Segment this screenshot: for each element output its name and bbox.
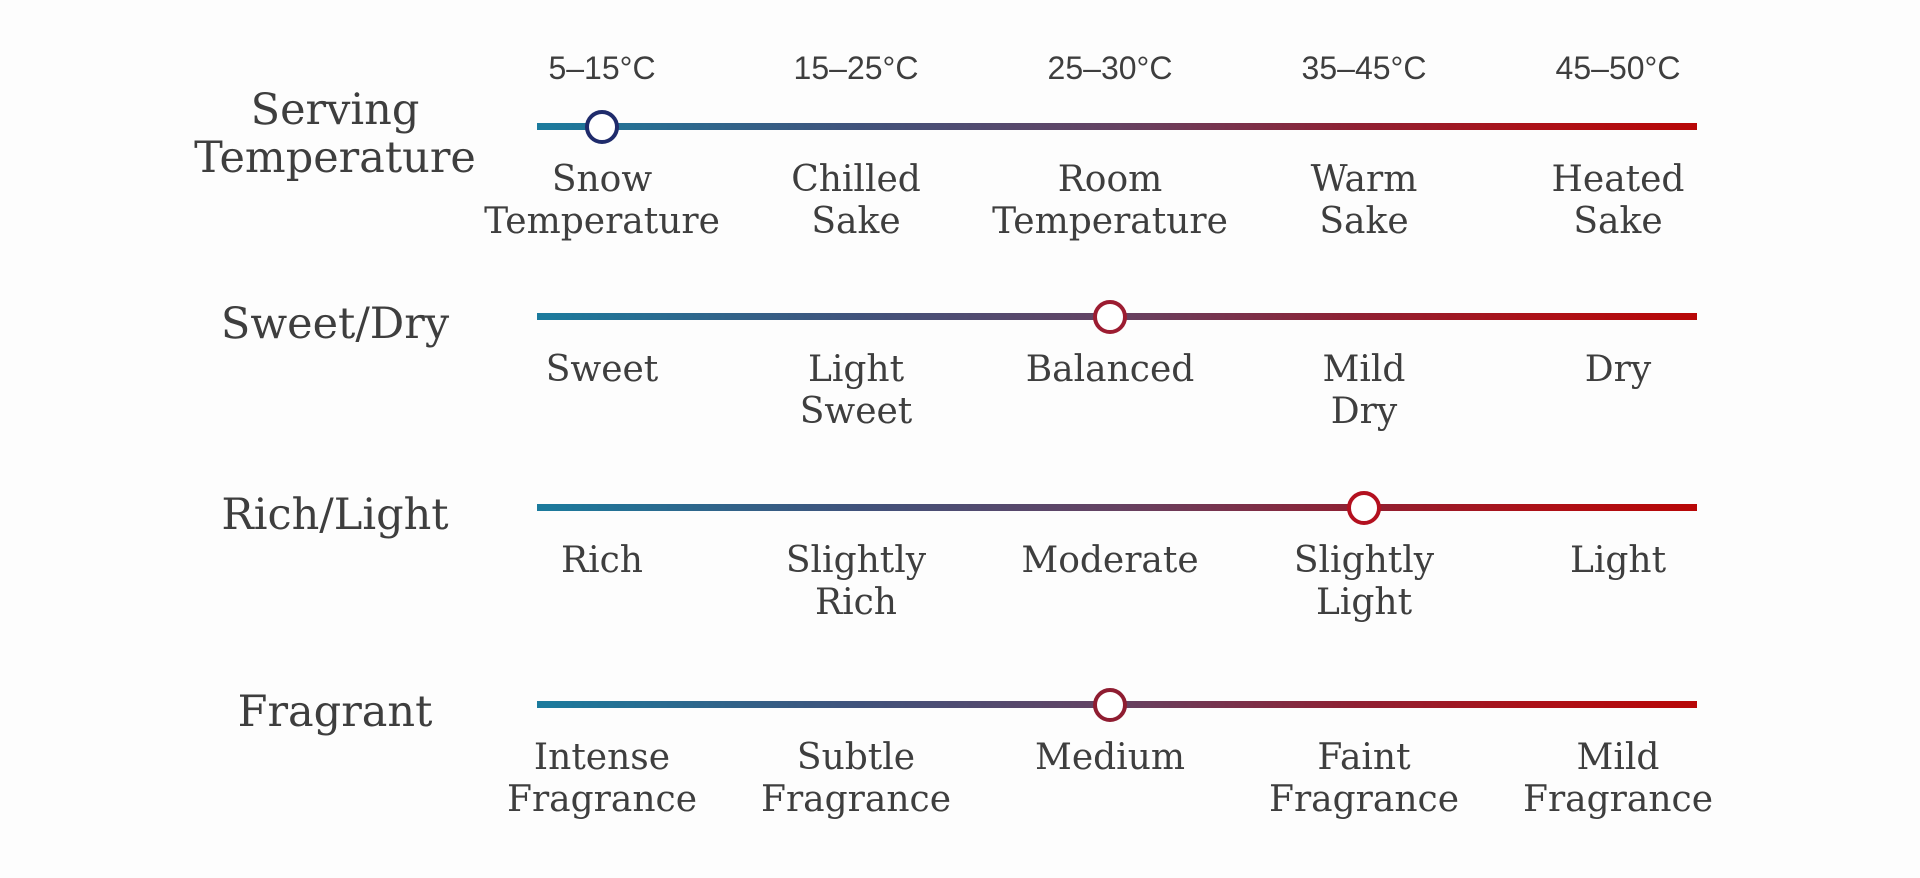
row-label-line: Serving xyxy=(250,85,420,135)
category-label: Light Sweet xyxy=(799,349,913,432)
category-label: Slightly Rich xyxy=(785,540,927,623)
category-label: Subtle Fragrance xyxy=(760,737,952,820)
row-label: Serving Temperature xyxy=(150,86,520,182)
tick-label: 15–25°C xyxy=(793,50,919,86)
category-labels: Sweet Light Sweet Balanced Mild Dry Dry xyxy=(475,349,1745,433)
category-labels: Rich Slightly Rich Moderate Slightly Light Lig… xyxy=(475,540,1745,624)
slider-marker xyxy=(1347,491,1381,525)
row-label-line: Fragrant xyxy=(237,687,433,737)
slider-marker xyxy=(585,110,619,144)
category-labels: Intense Fragrance Subtle Fragrance Medium Fai… xyxy=(475,737,1745,821)
tick-labels: 5–15°C 15–25°C 25–30°C 35–45°C 45–50°C xyxy=(475,50,1745,86)
category-label: Chilled Sake xyxy=(791,159,921,242)
category-label: Medium xyxy=(1034,737,1186,778)
tick-label: 25–30°C xyxy=(1047,50,1173,86)
category-label: Snow Temperature xyxy=(484,159,720,242)
slider-marker xyxy=(1093,688,1127,722)
category-label: Balanced xyxy=(1025,349,1195,390)
category-label: Mild Dry xyxy=(1322,349,1406,432)
tick-label: 5–15°C xyxy=(548,50,656,86)
category-label: Heated Sake xyxy=(1551,159,1685,242)
category-label: Rich xyxy=(561,540,643,581)
row-label: Sweet/Dry xyxy=(150,300,520,348)
category-label: Warm Sake xyxy=(1310,159,1418,242)
row-label-line: Sweet/Dry xyxy=(220,299,450,349)
category-label: Light xyxy=(1569,540,1667,581)
category-label: Intense Fragrance xyxy=(506,737,698,820)
category-label: Dry xyxy=(1584,349,1652,390)
tick-label: 35–45°C xyxy=(1301,50,1427,86)
category-label: Sweet xyxy=(545,349,659,390)
category-label: Moderate xyxy=(1021,540,1199,581)
category-label: Slightly Light xyxy=(1293,540,1435,623)
row-label-line: Rich/Light xyxy=(221,490,449,540)
row-label: Rich/Light xyxy=(150,491,520,539)
category-labels: Snow Temperature Chilled Sake Room Temperatur… xyxy=(475,159,1745,243)
tick-label: 45–50°C xyxy=(1555,50,1681,86)
slider-marker xyxy=(1093,300,1127,334)
category-label: Room Temperature xyxy=(992,159,1228,242)
slider-track xyxy=(537,504,1697,511)
category-label: Mild Fragrance xyxy=(1522,737,1714,820)
category-label: Faint Fragrance xyxy=(1268,737,1460,820)
row-label-line: Temperature xyxy=(194,133,476,183)
slider-track xyxy=(537,123,1697,130)
row-label: Fragrant xyxy=(150,688,520,736)
